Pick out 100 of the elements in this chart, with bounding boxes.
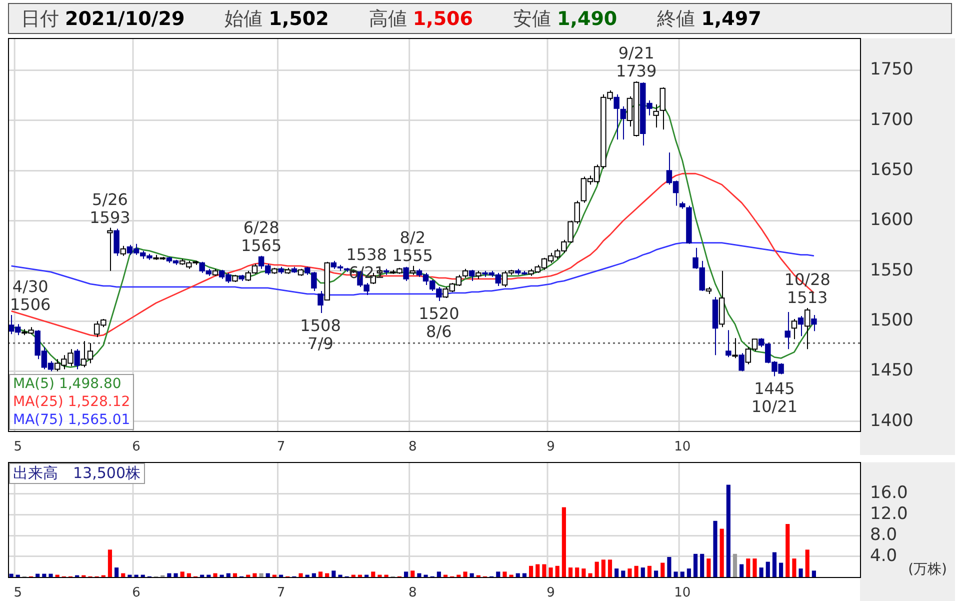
annotation: 8/2 1555 [392, 228, 433, 265]
bar [693, 554, 698, 578]
bar [318, 572, 323, 578]
chart-title: 日付 2021/10/29 [21, 8, 185, 30]
x-tick-label: 9 [546, 586, 555, 601]
bar [529, 566, 534, 578]
bar [232, 573, 238, 578]
bar [621, 570, 626, 578]
bar [174, 573, 178, 578]
bar [812, 570, 816, 578]
x-tick-label: 5 [14, 586, 22, 601]
bar [726, 484, 730, 578]
y-tick-label: 1400 [870, 410, 914, 431]
bar [186, 573, 191, 578]
bar [779, 562, 784, 578]
x-tick-label: 10 [674, 586, 691, 601]
bar [502, 572, 507, 578]
x-tick-label: 6 [132, 440, 140, 455]
bar [713, 520, 718, 578]
bar [325, 573, 330, 578]
x-tick-label: 7 [276, 586, 286, 601]
bar [582, 568, 586, 578]
bar [732, 554, 738, 578]
bar [772, 552, 777, 578]
bar [601, 560, 606, 578]
bar [167, 573, 172, 578]
text: MA(75) 1,565.01 [13, 411, 130, 430]
bar [252, 573, 257, 578]
bar [463, 572, 468, 578]
bar [417, 573, 422, 578]
bar [266, 573, 270, 578]
bar [660, 562, 665, 578]
bar [36, 574, 40, 578]
bar [766, 562, 770, 578]
bar [213, 573, 218, 578]
bar [114, 567, 119, 578]
bar [226, 573, 230, 578]
y-tick-label: 8.0 [870, 524, 898, 545]
bar [568, 567, 573, 578]
series-label: MA(5) 1,498.80 [13, 375, 122, 394]
y-tick-label: 1550 [870, 260, 914, 280]
bar [180, 572, 184, 578]
text: 安値 1,490 [513, 8, 618, 30]
x-tick-label: 8 [408, 440, 417, 455]
bar [121, 573, 126, 578]
bar [792, 558, 796, 578]
bar [562, 507, 566, 578]
bar [798, 568, 803, 578]
annotation: 1508 7/9 [300, 316, 341, 354]
y-tick-label: 1600 [870, 210, 914, 230]
bar [759, 567, 764, 578]
x-tick-label: 9 [546, 440, 555, 455]
bar [108, 550, 112, 578]
bar [706, 558, 711, 578]
bar [674, 572, 678, 578]
bar [720, 528, 724, 578]
bar [555, 566, 560, 578]
bar [654, 570, 658, 578]
bar [680, 572, 684, 578]
bar [332, 570, 336, 578]
bar [470, 573, 474, 578]
bar [259, 573, 264, 578]
x-tick-label: 7 [276, 440, 286, 455]
bar [575, 567, 580, 578]
bar [614, 568, 619, 578]
y-tick-label: 1500 [870, 310, 914, 330]
chart-title: 出来高 13,500株 [9, 463, 144, 484]
y-tick-label: 1650 [870, 160, 914, 180]
annotation: 1445 10/21 [751, 379, 798, 416]
bar [436, 572, 441, 578]
y-tick-label: 4.0 [870, 546, 898, 566]
bar [516, 573, 520, 578]
bar [371, 572, 376, 578]
y-tick-label: 12.0 [870, 504, 908, 524]
text: 始値 1,502 [224, 8, 329, 30]
annotation: 9/21 1739 [616, 43, 657, 80]
x-tick-label: 8 [408, 586, 417, 601]
bar [594, 562, 599, 578]
bar [634, 566, 638, 578]
bar [410, 570, 415, 578]
bar [608, 560, 612, 578]
bar [522, 573, 527, 578]
bar [686, 568, 691, 578]
bar [536, 564, 540, 578]
x-tick-label: 10 [674, 440, 691, 455]
bar [298, 573, 303, 578]
bar [9, 574, 14, 578]
y-tick-label: 1750 [870, 60, 914, 80]
text: 高値 1,506 [368, 8, 473, 30]
bar [667, 556, 672, 578]
bar [42, 574, 46, 578]
annotation: 4/30 1506 [10, 277, 51, 314]
bar [640, 567, 645, 578]
bar [588, 573, 592, 578]
annotation: 5/26 1593 [90, 190, 130, 227]
y-tick-label: 16.0 [870, 483, 908, 504]
bar [628, 568, 632, 578]
bar [786, 524, 790, 578]
bar [740, 564, 744, 578]
bar [548, 567, 553, 578]
